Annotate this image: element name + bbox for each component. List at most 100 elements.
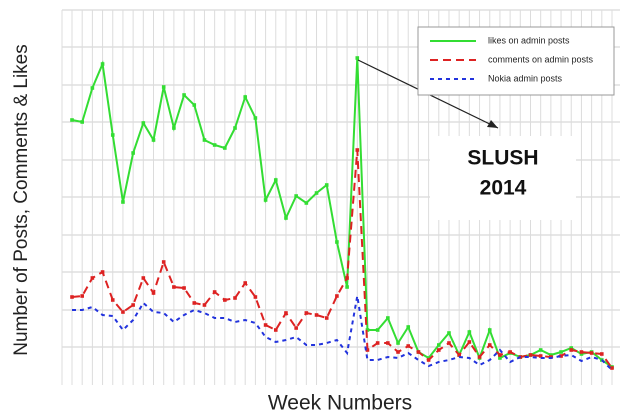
point-marker [141, 121, 146, 125]
point-marker [233, 296, 237, 300]
point-marker [121, 310, 125, 314]
annotation-text: SLUSH [467, 147, 538, 170]
point-marker [396, 350, 400, 354]
point-marker [110, 298, 115, 302]
point-marker [549, 353, 553, 357]
point-marker [426, 358, 431, 362]
legend-label: likes on admin posts [488, 35, 570, 45]
point-marker [202, 138, 207, 142]
point-marker [284, 216, 288, 220]
point-marker [457, 353, 461, 357]
point-marker [304, 311, 309, 315]
arrow-head [487, 120, 498, 128]
point-marker [559, 350, 563, 354]
point-marker [304, 201, 309, 205]
point-marker [110, 133, 115, 137]
point-marker [375, 328, 380, 332]
legend: likes on admin posts comments on admin po… [417, 26, 615, 96]
point-marker [538, 354, 543, 358]
point-marker [487, 343, 492, 347]
point-marker [151, 138, 156, 142]
point-marker [314, 313, 319, 317]
point-marker [508, 350, 512, 354]
y-axis-label: Number of Posts, Comments & Likes [11, 44, 32, 356]
annotation-box [430, 136, 576, 220]
point-marker [202, 303, 207, 307]
point-marker [436, 348, 441, 352]
point-marker [172, 285, 176, 289]
point-marker [212, 143, 217, 147]
point-marker [375, 341, 380, 345]
point-marker [569, 346, 574, 350]
point-marker [467, 330, 472, 334]
point-marker [182, 93, 186, 97]
point-marker [365, 348, 370, 352]
point-marker [335, 294, 339, 298]
point-marker [223, 298, 227, 302]
point-marker [172, 126, 176, 130]
point-marker [223, 146, 227, 150]
point-marker [90, 276, 95, 280]
point-marker [386, 341, 390, 345]
point-marker [253, 295, 258, 299]
point-marker [406, 344, 411, 348]
point-marker [589, 351, 594, 355]
point-marker [100, 270, 105, 274]
point-marker [610, 366, 614, 370]
point-marker [212, 290, 217, 294]
point-marker [324, 183, 329, 187]
point-marker [131, 151, 135, 155]
point-marker [600, 352, 604, 356]
point-marker [192, 103, 197, 107]
point-marker [263, 198, 268, 202]
point-marker [355, 148, 360, 152]
point-marker [345, 285, 349, 289]
point-marker [233, 126, 237, 130]
series-line [72, 295, 613, 371]
point-marker [324, 316, 329, 320]
point-marker [335, 240, 339, 244]
point-marker [80, 120, 84, 124]
point-marker [386, 316, 390, 320]
point-marker [355, 56, 360, 60]
point-marker [498, 356, 502, 360]
point-marker [294, 194, 298, 198]
point-marker [447, 341, 451, 345]
point-marker [243, 95, 248, 99]
point-marker [121, 200, 125, 204]
point-marker [436, 343, 441, 347]
point-marker [80, 294, 84, 298]
point-marker [498, 353, 502, 357]
point-marker [406, 325, 411, 329]
point-marker [569, 348, 574, 352]
point-marker [426, 356, 431, 360]
point-marker [141, 276, 146, 280]
point-marker [528, 353, 533, 357]
point-marker [314, 191, 319, 195]
point-marker [579, 350, 584, 354]
point-marker [161, 260, 166, 264]
point-marker [192, 301, 197, 305]
point-marker [161, 85, 166, 89]
point-marker [396, 341, 400, 345]
point-marker [284, 311, 288, 315]
point-marker [182, 286, 186, 290]
point-marker [131, 303, 135, 307]
point-marker [579, 352, 584, 356]
point-marker [70, 118, 74, 122]
point-marker [263, 323, 268, 327]
legend-label: comments on admin posts [488, 54, 594, 64]
point-marker [477, 355, 482, 359]
point-marker [294, 326, 298, 330]
point-marker [559, 354, 563, 358]
point-marker [416, 350, 421, 354]
point-marker [151, 291, 156, 295]
point-marker [467, 340, 472, 344]
point-marker [538, 348, 543, 352]
point-marker [273, 328, 278, 332]
point-marker [100, 62, 105, 66]
point-marker [253, 116, 258, 120]
x-axis-label: Week Numbers [268, 392, 412, 415]
plot [70, 56, 614, 371]
